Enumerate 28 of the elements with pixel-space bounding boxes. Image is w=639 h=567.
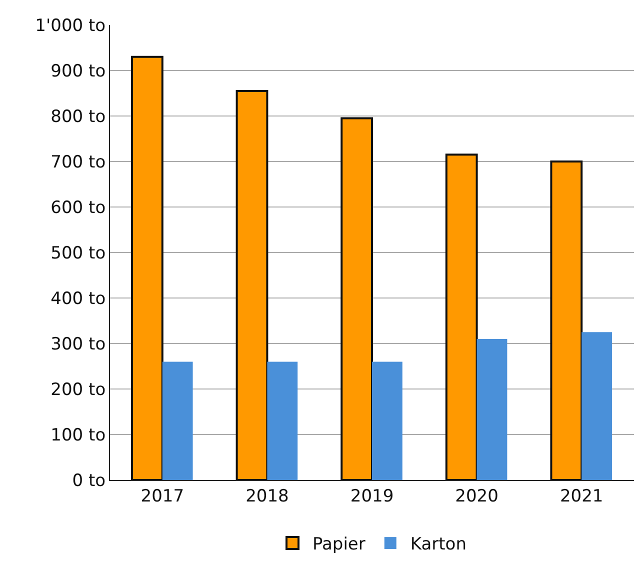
legend-label: Karton xyxy=(410,534,466,555)
legend-label: Papier xyxy=(312,534,366,555)
y-tick-label: 500 to xyxy=(50,243,106,264)
y-tick-label: 400 to xyxy=(50,288,106,309)
y-tick-label: 700 to xyxy=(50,152,106,172)
bar xyxy=(372,362,402,480)
y-tick-label: 800 to xyxy=(50,106,106,127)
y-tick-label: 100 to xyxy=(50,425,106,446)
y-tick-label: 1'000 to xyxy=(35,16,106,36)
bar xyxy=(131,56,164,480)
x-tick-label: 2021 xyxy=(560,486,604,506)
x-tick-label: 2018 xyxy=(246,486,289,506)
y-tick-label: 900 to xyxy=(50,61,106,82)
y-tick-label: 300 to xyxy=(50,334,106,354)
bar xyxy=(267,362,298,480)
bar xyxy=(236,90,268,480)
bar xyxy=(582,332,612,480)
x-tick-label: 2020 xyxy=(455,486,498,506)
bar xyxy=(340,117,373,480)
y-tick-label: 600 to xyxy=(50,198,106,218)
x-tick-label: 2019 xyxy=(350,486,394,506)
y-tick-label: 200 to xyxy=(50,380,106,400)
bar xyxy=(476,338,508,480)
bar xyxy=(550,160,583,480)
bar xyxy=(445,154,478,480)
y-tick-label: 0 to xyxy=(72,470,106,491)
x-tick-label: 2017 xyxy=(140,486,184,506)
bar xyxy=(162,362,193,480)
